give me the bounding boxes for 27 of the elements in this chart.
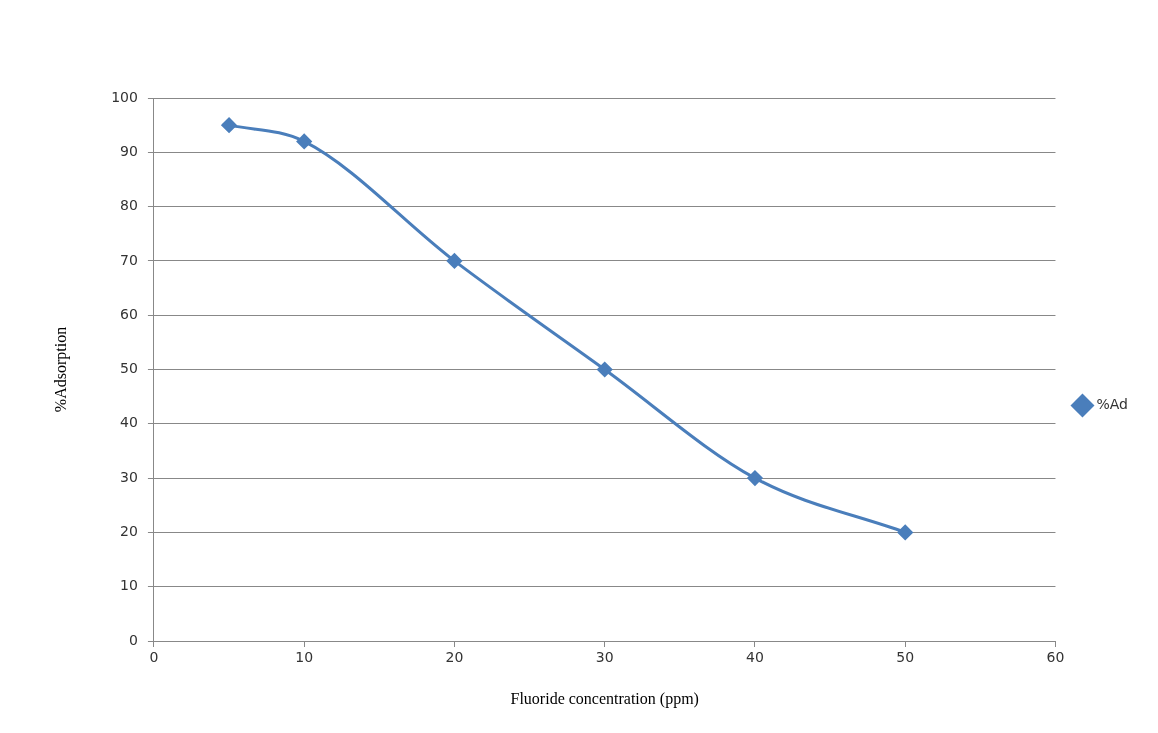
point	[296, 133, 312, 149]
y-tick-label: 20	[120, 523, 138, 540]
x-tick-label: 40	[746, 649, 764, 666]
y-tick-label: 10	[120, 577, 138, 594]
y-tick-label: 90	[120, 142, 138, 159]
y-tick-label: 70	[120, 251, 138, 268]
y-tick-label: 100	[111, 88, 138, 105]
y-axis-title: %Adsorption	[51, 326, 70, 413]
y-tick-label: 30	[120, 468, 138, 485]
point	[597, 362, 613, 377]
y-tick-label: 80	[120, 197, 138, 214]
x-axis-title: Fluoride concentration (ppm)	[510, 689, 699, 708]
point	[747, 470, 763, 486]
x-tick-label: 30	[595, 649, 614, 666]
point	[897, 524, 913, 540]
x-tick-label: 60	[1046, 649, 1065, 666]
x-tick-label: 10	[295, 649, 314, 666]
point	[446, 253, 462, 269]
point	[221, 117, 237, 133]
y-tick-label: 50	[120, 360, 138, 377]
x-tick-label: 20	[445, 649, 464, 666]
y-tick-label: 0	[129, 631, 138, 648]
y-tick-label: 40	[120, 414, 138, 431]
y-tick-label: 60	[120, 305, 138, 322]
x-tick-label: 0	[149, 649, 159, 666]
x-tick-label: 50	[896, 649, 915, 666]
legend-label: %Ad	[1096, 396, 1129, 413]
